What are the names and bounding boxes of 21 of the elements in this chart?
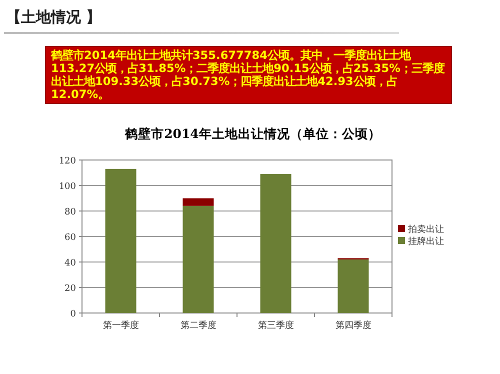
y-tick-label: 20 <box>64 284 76 294</box>
y-tick-label: 100 <box>58 182 76 192</box>
y-tick-label: 40 <box>64 258 76 268</box>
y-tick-label: 120 <box>58 156 76 166</box>
bar <box>182 206 214 313</box>
x-tick-label: 第三季度 <box>258 320 294 331</box>
y-tick-label: 60 <box>64 233 76 243</box>
x-tick-label: 第一季度 <box>102 320 139 331</box>
bar <box>182 198 214 206</box>
bar <box>105 168 136 313</box>
y-tick-label: 0 <box>70 310 76 320</box>
bar <box>260 174 292 313</box>
text: 鹤壁市2014年出让土地共计355.677784公顷。其中，一季度出让土地113.27公顷，占31.85%；二季度出让土地90.15公顷，占25.35%；三季度出让土地109.33公顷，占30.73%；四季度出让土地42.93公顷，占12.07%。 <box>45 46 452 104</box>
y-tick-label: 80 <box>64 208 76 218</box>
legend-label: 拍卖出让 <box>407 224 444 235</box>
x-tick-label: 第四季度 <box>335 320 372 331</box>
bar <box>338 259 369 313</box>
legend-label: 挂牌出让 <box>408 236 444 247</box>
chart-title: 鹤壁市2014年土地出让情况（单位：公顷） <box>124 126 381 141</box>
text: 【土地情况 】 <box>6 8 102 27</box>
x-tick-label: 第二季度 <box>180 320 216 331</box>
